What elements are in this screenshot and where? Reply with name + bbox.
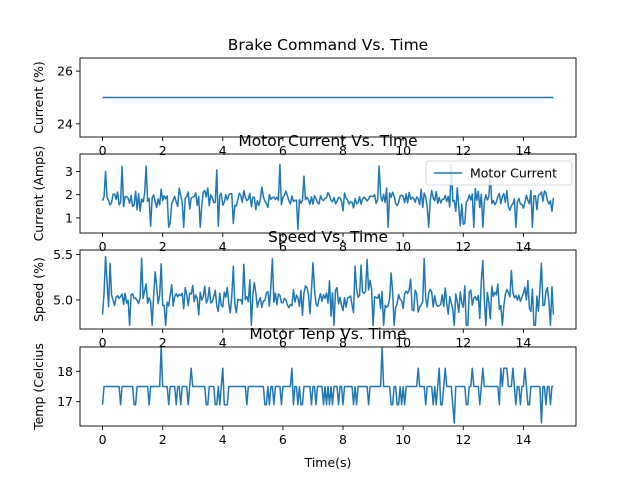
y-axis-label: Current (%)	[31, 61, 46, 134]
subplot-4: 0 2 4 6 8 10 12 14 17 18 Motor Tenp Vs. Time Temp (…	[31, 325, 577, 470]
y-tick-label: 2	[65, 187, 73, 202]
x-tick-label: 12	[455, 143, 471, 158]
x-tick-label: 6	[279, 335, 287, 350]
subplot-title: Motor Current Vs. Time	[238, 132, 417, 150]
subplot-title: Speed Vs. Time	[268, 228, 388, 246]
x-tick-label: 8	[339, 432, 347, 447]
x-tick-label: 2	[159, 432, 167, 447]
y-tick-label: 3	[65, 164, 73, 179]
x-tick-label: 0	[99, 239, 107, 254]
x-tick-label: 4	[219, 239, 227, 254]
x-tick-label: 12	[455, 239, 471, 254]
y-tick-label: 1	[65, 210, 73, 225]
series-line	[101, 255, 555, 327]
x-tick-label: 2	[159, 239, 167, 254]
y-axis-label: Temp (Celcius	[31, 343, 46, 431]
x-tick-label: 0	[99, 335, 107, 350]
axes-frame	[79, 153, 577, 234]
axes-frame	[79, 346, 577, 427]
y-tick-label: 5.5	[53, 247, 73, 262]
x-tick-label: 8	[339, 143, 347, 158]
y-axis-label: Speed (%)	[31, 257, 46, 322]
x-tick-label: 4	[219, 143, 227, 158]
y-tick-label: 17	[57, 394, 73, 409]
x-tick-label: 10	[395, 335, 411, 350]
x-tick-label: 14	[515, 432, 531, 447]
x-tick-label: 2	[159, 335, 167, 350]
axes-frame	[79, 57, 577, 138]
x-tick-label: 6	[279, 143, 287, 158]
y-tick-label: 26	[57, 64, 73, 79]
x-tick-label: 2	[159, 143, 167, 158]
x-tick-label: 0	[99, 432, 107, 447]
x-tick-label: 14	[515, 143, 531, 158]
x-tick-label: 4	[219, 432, 227, 447]
x-tick-label: 6	[279, 432, 287, 447]
subplot-title: Brake Command Vs. Time	[228, 36, 428, 54]
x-axis-label: Time(s)	[304, 455, 352, 470]
subplot-3: 0 2 4 6 8 10 12 14 5.0 5.5 Speed Vs. Time Speed (%)	[31, 228, 577, 350]
x-tick-label: 8	[339, 335, 347, 350]
y-tick-label: 24	[57, 116, 73, 131]
x-tick-label: 6	[279, 239, 287, 254]
x-tick-label: 12	[455, 432, 471, 447]
y-axis-label: Current (Amps)	[31, 146, 46, 242]
axes-frame	[79, 249, 577, 330]
subplot-title: Motor Tenp Vs. Time	[249, 325, 406, 343]
series-line	[101, 163, 555, 231]
y-tick-label: 18	[57, 364, 73, 379]
x-tick-label: 4	[219, 335, 227, 350]
x-tick-label: 12	[455, 335, 471, 350]
y-tick-label: 5.0	[53, 292, 73, 307]
x-tick-label: 10	[395, 239, 411, 254]
x-tick-label: 14	[515, 335, 531, 350]
x-tick-label: 14	[515, 239, 531, 254]
series-line	[101, 347, 554, 424]
legend: Motor Current	[425, 160, 573, 186]
legend-label: Motor Current	[470, 166, 557, 181]
x-tick-label: 10	[395, 432, 411, 447]
x-tick-label: 0	[99, 143, 107, 158]
x-tick-label: 8	[339, 239, 347, 254]
